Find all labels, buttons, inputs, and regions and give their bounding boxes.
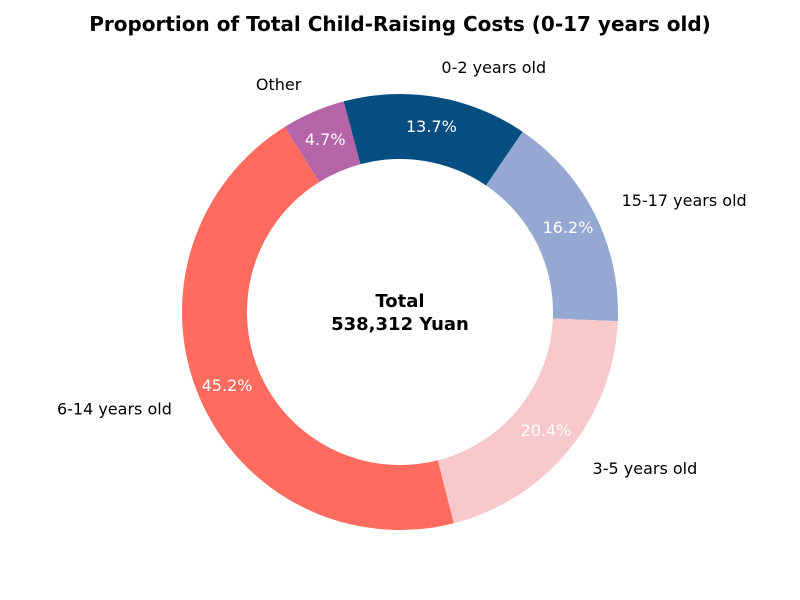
percent-label-15-17-years-old: 16.2% <box>543 218 594 237</box>
slice-15-17-years-old <box>486 131 618 322</box>
percent-label-6-14-years-old: 45.2% <box>202 376 253 395</box>
category-label-0-2-years-old: 0-2 years old <box>441 58 546 77</box>
slice-3-5-years-old <box>437 318 618 524</box>
percent-label-3-5-years-old: 20.4% <box>521 421 572 440</box>
slice-other <box>284 101 361 183</box>
chart-title: Proportion of Total Child-Raising Costs … <box>89 12 711 36</box>
category-label-6-14-years-old: 6-14 years old <box>57 400 172 419</box>
percent-labels: 13.7% 16.2% 20.4% 45.2% 4.7% <box>202 117 594 440</box>
center-total-label: Total <box>375 291 424 312</box>
donut-slices <box>182 94 618 530</box>
percent-label-other: 4.7% <box>305 130 346 149</box>
center-total-value: 538,312 Yuan <box>331 314 469 335</box>
slice-0-2-years-old <box>343 94 523 186</box>
category-label-15-17-years-old: 15-17 years old <box>622 191 747 210</box>
percent-label-0-2-years-old: 13.7% <box>406 117 457 136</box>
category-labels: 0-2 years old 15-17 years old 3-5 years ol… <box>57 58 747 478</box>
category-label-3-5-years-old: 3-5 years old <box>593 459 698 478</box>
category-label-other: Other <box>256 75 302 94</box>
slice-6-14-years-old <box>182 126 454 530</box>
